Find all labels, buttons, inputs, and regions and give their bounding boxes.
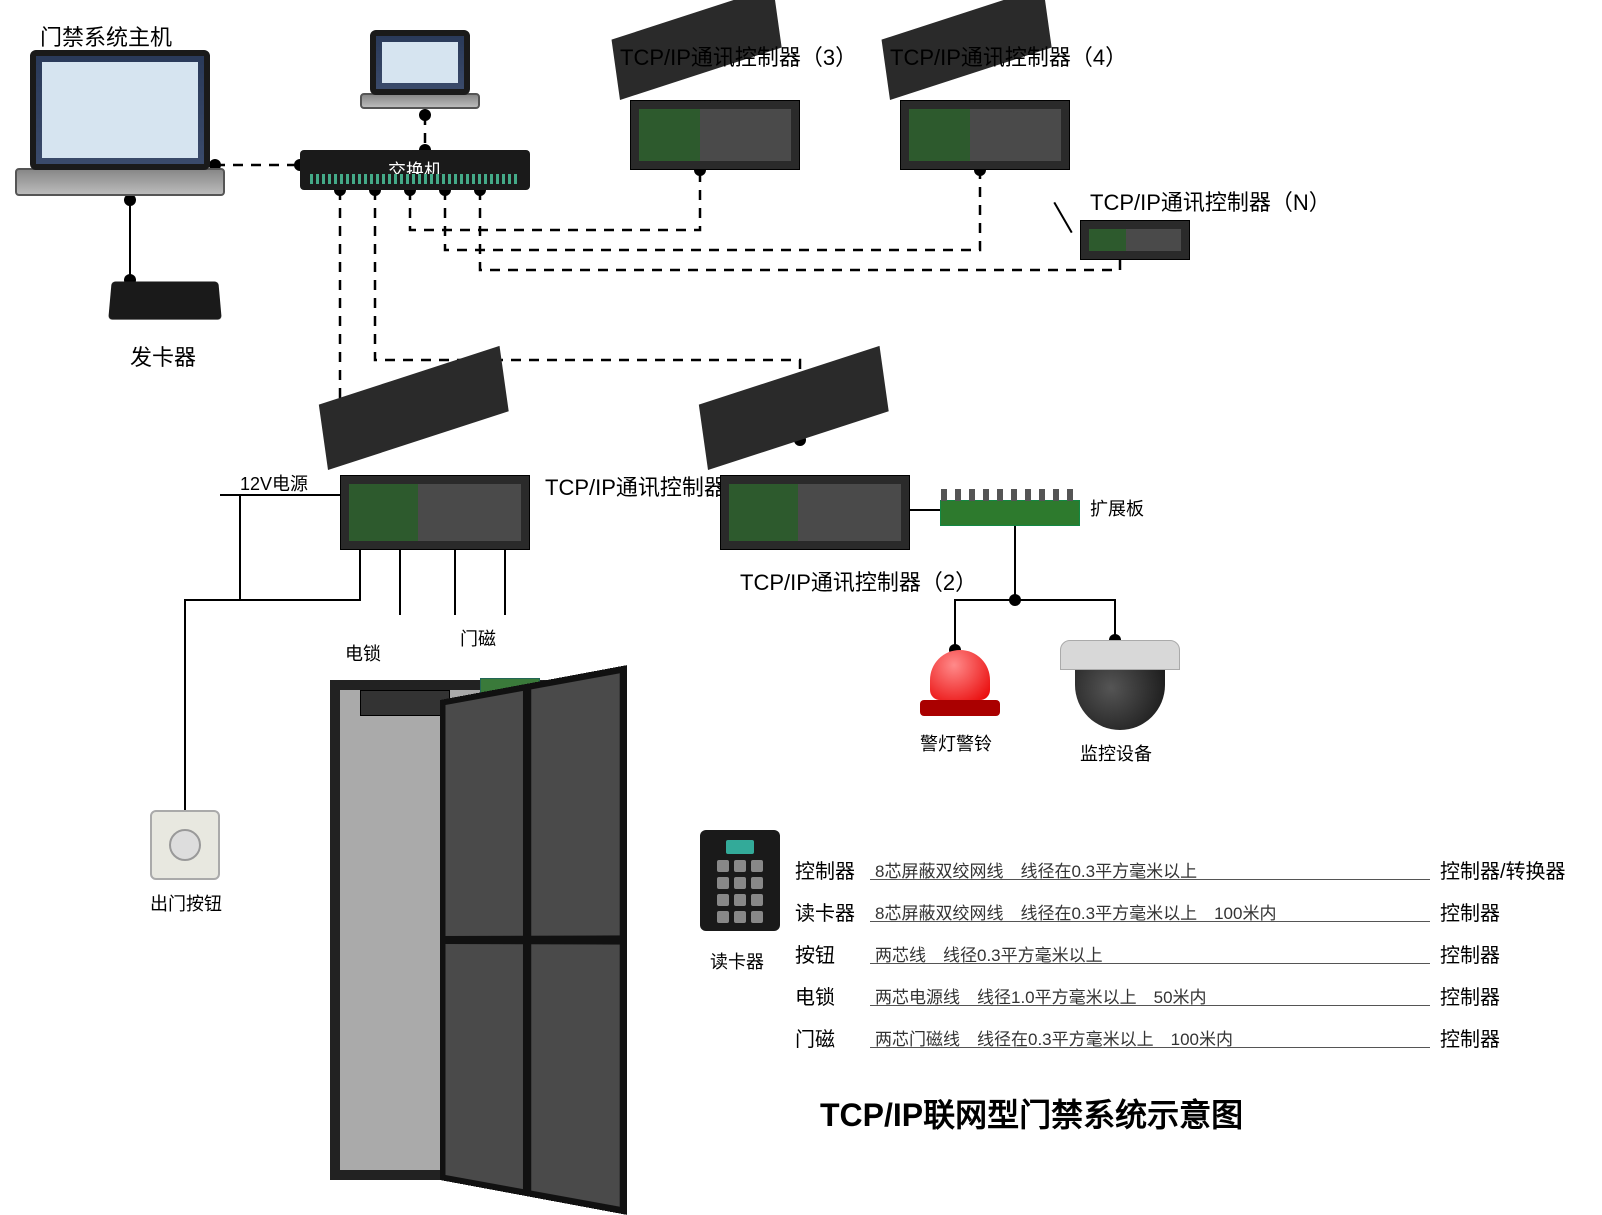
- controller-3-label: TCP/IP通讯控制器（3）: [620, 40, 857, 72]
- spec-row-right: 控制器: [1440, 939, 1500, 968]
- camera-icon: [1060, 640, 1180, 730]
- controller-1-icon: [340, 440, 530, 550]
- spec-row-underline: [870, 963, 1430, 964]
- spec-row-right: 控制器/转换器: [1440, 855, 1566, 884]
- controller-3-icon: [630, 70, 800, 170]
- power-12v-label: 12V电源: [240, 470, 308, 496]
- controller-4-label: TCP/IP通讯控制器（4）: [890, 40, 1127, 72]
- client-laptop-icon: [370, 30, 480, 109]
- controller-4-icon: [900, 70, 1070, 170]
- controller-2-icon: [720, 440, 910, 550]
- network-switch-icon: 交换机: [300, 150, 530, 190]
- controller-n-label: TCP/IP通讯控制器（N）: [1090, 185, 1331, 217]
- reader-label: 读卡器: [710, 948, 764, 974]
- alarm-icon: [920, 650, 1000, 716]
- spec-row-underline: [870, 1047, 1430, 1048]
- card-issuer-label: 发卡器: [130, 340, 196, 372]
- spec-row-left: 控制器: [795, 855, 855, 884]
- spec-row-left: 按钮: [795, 939, 835, 968]
- spec-row-underline: [870, 879, 1430, 880]
- spec-row-right: 控制器: [1440, 981, 1500, 1010]
- expansion-board-icon: [940, 500, 1080, 526]
- spec-row-right: 控制器: [1440, 897, 1500, 926]
- expansion-board-label: 扩展板: [1090, 495, 1144, 521]
- spec-row-left: 门磁: [795, 1023, 835, 1052]
- camera-label: 监控设备: [1080, 740, 1152, 766]
- alarm-label: 警灯警铃: [920, 730, 992, 756]
- keypad-reader-icon: [700, 830, 780, 931]
- spec-row-left: 电锁: [795, 981, 835, 1010]
- diagram-title: TCP/IP联网型门禁系统示意图: [820, 1090, 1243, 1136]
- controller-n-icon: [1080, 220, 1210, 280]
- spec-row-left: 读卡器: [795, 897, 855, 926]
- host-pc-label: 门禁系统主机: [40, 20, 172, 52]
- controller-2-label: TCP/IP通讯控制器（2）: [740, 565, 977, 597]
- elock-label: 电锁: [345, 640, 381, 666]
- spec-row-right: 控制器: [1440, 1023, 1500, 1052]
- spec-row-underline: [870, 921, 1430, 922]
- exit-button-label: 出门按钮: [150, 890, 222, 916]
- card-issuer-icon: [108, 282, 222, 320]
- diagram-canvas: 门禁系统主机 交换机 发卡器 TCP/IP通讯控制器（3） TCP/IP通讯控制…: [0, 0, 1602, 1210]
- exit-button-icon: [150, 810, 220, 880]
- switch-label: 交换机: [388, 157, 442, 183]
- host-laptop-icon: [30, 50, 225, 196]
- door-sensor-label: 门磁: [460, 625, 496, 651]
- door-icon: [330, 660, 630, 1190]
- spec-row-underline: [870, 1005, 1430, 1006]
